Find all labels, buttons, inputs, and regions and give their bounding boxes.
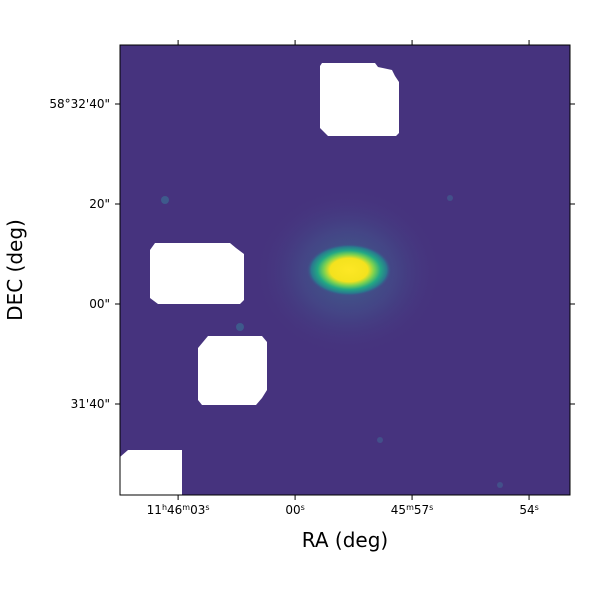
star bbox=[497, 482, 503, 488]
star bbox=[161, 196, 169, 204]
x-tick-label: 11h46m03s bbox=[147, 503, 210, 518]
x-tick-label: 45m57s bbox=[391, 503, 434, 518]
sky-image bbox=[120, 45, 570, 495]
y-tick-label: 20" bbox=[89, 197, 110, 211]
mask bbox=[150, 243, 244, 304]
plot-frame bbox=[119, 44, 571, 496]
mask bbox=[320, 63, 399, 136]
x-tick-label: 00s bbox=[285, 503, 304, 518]
star bbox=[377, 437, 383, 443]
star bbox=[236, 323, 244, 331]
mask bbox=[120, 450, 182, 495]
x-axis-label: RA (deg) bbox=[302, 528, 388, 552]
y-tick-label: 00" bbox=[89, 297, 110, 311]
y-axis-label: DEC (deg) bbox=[3, 219, 27, 321]
star bbox=[447, 195, 453, 201]
y-tick-label: 31'40" bbox=[71, 397, 110, 411]
mask bbox=[198, 336, 267, 405]
y-tick-label: 58°32'40" bbox=[49, 97, 110, 111]
galaxy-core bbox=[307, 244, 391, 296]
x-tick-label: 54s bbox=[519, 503, 538, 518]
